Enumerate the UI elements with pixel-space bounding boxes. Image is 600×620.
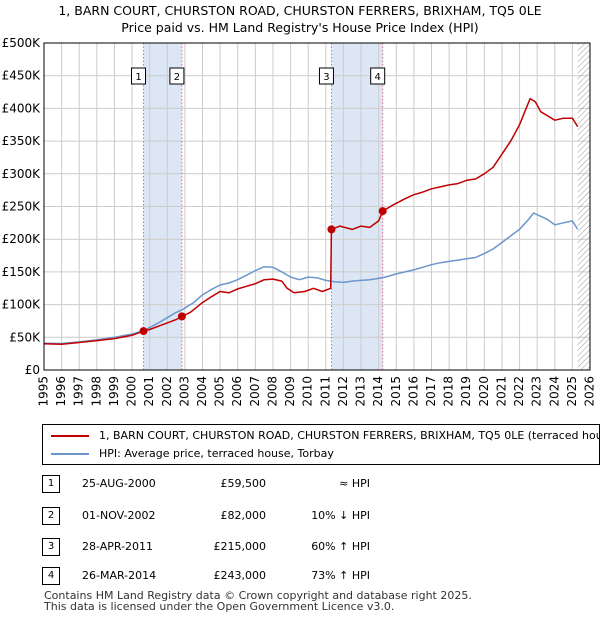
x-tick-label: 2024 (547, 376, 561, 407)
sale-marker-box (169, 67, 185, 85)
x-tick-label: 2016 (406, 376, 420, 407)
y-tick-label: £50K (9, 330, 41, 344)
x-tick-label: 2012 (336, 376, 350, 407)
x-tick-label: 2003 (177, 376, 191, 407)
x-tick-label: 2010 (301, 376, 315, 407)
x-tick-label: 2018 (442, 376, 456, 407)
transaction-date: 28-APR-2011 (82, 540, 154, 553)
y-tick-label: £150K (2, 265, 42, 279)
x-tick-label: 2017 (424, 376, 438, 407)
legend-swatch-hpi (51, 453, 89, 455)
transaction-number: 3 (42, 538, 60, 556)
y-tick-label: £450K (2, 69, 42, 83)
footer-licence: This data is licensed under the Open Gov… (44, 600, 395, 613)
transaction-date: 26-MAR-2014 (82, 569, 157, 582)
x-tick-label: 2008 (265, 376, 279, 407)
footer-copyright: Contains HM Land Registry data © Crown c… (44, 589, 472, 602)
sale-point (177, 312, 186, 321)
transaction-hpi: 73% ↑ HPI (311, 569, 370, 582)
transaction-date: 25-AUG-2000 (82, 477, 156, 490)
x-tick-label: 2006 (230, 376, 244, 407)
forecast-hatch (577, 43, 590, 370)
y-tick-label: £300K (2, 167, 42, 181)
legend-label-property: 1, BARN COURT, CHURSTON ROAD, CHURSTON F… (99, 429, 600, 442)
transaction-number: 2 (42, 507, 60, 525)
x-tick-label: 1999 (107, 376, 121, 407)
x-tick-label: 2009 (283, 376, 297, 407)
transaction-number: 4 (42, 567, 60, 585)
x-tick-label: 2000 (125, 376, 139, 407)
property-series-line (43, 97, 579, 345)
transaction-price: £243,000 (213, 569, 267, 582)
x-tick-label: 2023 (530, 376, 544, 407)
y-tick-label: £350K (2, 134, 42, 148)
sale-marker-box (318, 67, 334, 85)
x-tick-label: 1996 (54, 376, 68, 407)
transaction-number: 1 (42, 475, 60, 493)
sale-point (378, 207, 387, 216)
title-line-1: 1, BARN COURT, CHURSTON ROAD, CHURSTON F… (58, 3, 542, 18)
y-tick-label: £250K (2, 200, 42, 214)
legend-label-hpi: HPI: Average price, terraced house, Torb… (99, 447, 334, 460)
y-tick-label: £0 (25, 363, 40, 377)
transaction-hpi: ≈ HPI (339, 477, 370, 490)
x-tick-label: 2014 (371, 376, 385, 407)
x-tick-label: 2011 (318, 376, 332, 407)
sale-marker-label: 3 (323, 72, 329, 83)
sale-point (327, 225, 336, 234)
legend-item-hpi: HPI: Average price, terraced house, Torb… (51, 445, 334, 463)
transaction-price: £215,000 (213, 540, 267, 553)
y-tick-label: £200K (2, 232, 42, 246)
legend-item-property: 1, BARN COURT, CHURSTON ROAD, CHURSTON F… (51, 427, 600, 445)
x-tick-label: 1998 (89, 376, 103, 407)
transaction-hpi: 60% ↑ HPI (311, 540, 370, 553)
x-tick-label: 2025 (565, 376, 579, 407)
x-tick-label: 2002 (160, 376, 174, 407)
sale-marker-label: 1 (135, 72, 141, 83)
x-tick-label: 2022 (512, 376, 526, 407)
title-line-2: Price paid vs. HM Land Registry's House … (121, 20, 479, 35)
hpi-series-line (43, 212, 579, 345)
x-tick-label: 2013 (354, 376, 368, 407)
chart-title: 1, BARN COURT, CHURSTON ROAD, CHURSTON F… (0, 2, 600, 36)
sale-marker-box (131, 67, 147, 85)
transaction-price: £82,000 (220, 509, 267, 522)
legend-swatch-property (51, 435, 89, 437)
x-tick-label: 2015 (389, 376, 403, 407)
x-tick-label: 2007 (248, 376, 262, 407)
y-tick-label: £500K (2, 36, 42, 50)
y-tick-label: £400K (2, 101, 42, 115)
plot-frame (43, 42, 591, 371)
x-tick-label: 2020 (477, 376, 491, 407)
x-tick-label: 2019 (459, 376, 473, 407)
x-tick-label: 2026 (583, 376, 597, 407)
transaction-hpi: 10% ↓ HPI (311, 509, 370, 522)
x-tick-label: 2004 (195, 376, 209, 407)
x-tick-label: 2001 (142, 376, 156, 407)
footer: Contains HM Land Registry data © Crown c… (44, 590, 472, 612)
x-tick-label: 2005 (213, 376, 227, 407)
x-tick-label: 1997 (72, 376, 86, 407)
x-tick-label: 2021 (494, 376, 508, 407)
transaction-date: 01-NOV-2002 (82, 509, 156, 522)
sale-marker-box (370, 67, 386, 85)
sale-marker-label: 2 (174, 72, 180, 83)
x-tick-label: 1995 (37, 376, 51, 407)
transaction-price: £59,500 (220, 477, 267, 490)
sale-point (139, 327, 148, 336)
y-tick-label: £100K (2, 298, 42, 312)
sale-marker-label: 4 (375, 72, 381, 83)
legend: 1, BARN COURT, CHURSTON ROAD, CHURSTON F… (42, 424, 600, 465)
